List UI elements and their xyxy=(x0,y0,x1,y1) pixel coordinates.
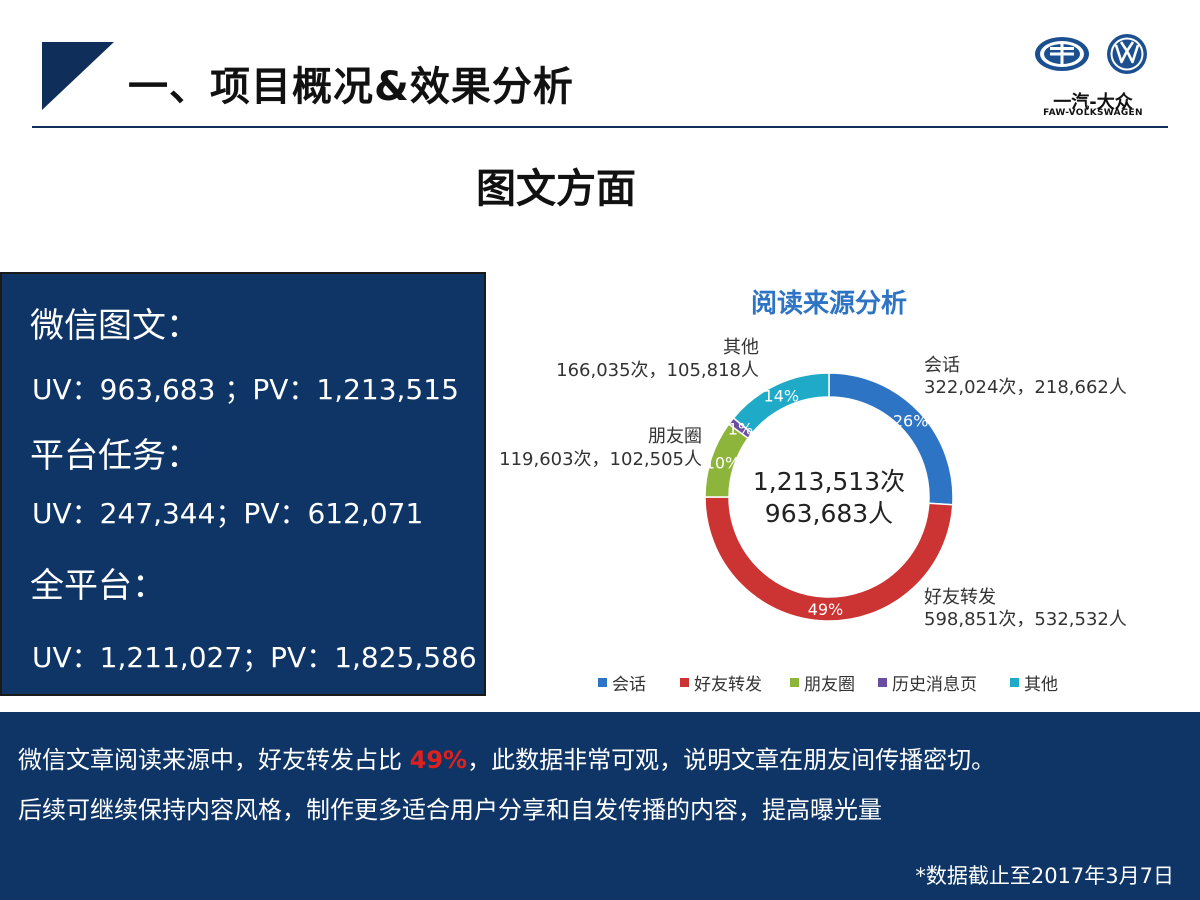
callout-moments-stats: 119,603次，102,505人 xyxy=(499,449,702,470)
slice-percent-label-2: 10% xyxy=(705,453,741,472)
summary-line-2: 后续可继续保持内容风格，制作更多适合用户分享和自发传播的内容，提高曝光量 xyxy=(18,796,882,824)
summary-line-1-before: 微信文章阅读来源中，好友转发占比 xyxy=(18,746,410,774)
logo-brand-cn: 一汽-大众 xyxy=(1053,92,1133,113)
stats-panel: 微信图文： UV：963,683 ；PV：1,213,515 平台任务： UV：… xyxy=(0,272,486,696)
header-triangle-decoration xyxy=(42,42,114,110)
wechat-heading: 微信图文： xyxy=(30,306,200,346)
callout-moments-name: 朋友圈 xyxy=(648,426,702,447)
all-platform-heading: 全平台： xyxy=(30,566,166,606)
donut-slice-4 xyxy=(732,372,830,435)
summary-highlight-percent: 49% xyxy=(409,746,468,774)
legend-swatch-1 xyxy=(680,678,689,687)
callout-friend-forward-name: 好友转发 xyxy=(924,587,996,608)
center-total-reads: 1,213,513次 xyxy=(753,467,905,496)
faw-volkswagen-logo xyxy=(1035,34,1147,74)
slice-percent-label-3: 1% xyxy=(728,419,753,438)
logo-brand-en: FAW-VOLKSWAGEN xyxy=(1043,108,1143,118)
chart-legend: 会话 好友转发 朋友圈 历史消息页 其他 xyxy=(598,675,1058,695)
legend-swatch-3 xyxy=(878,678,887,687)
callout-other-stats: 166,035次，105,818人 xyxy=(556,360,759,381)
summary-line-1-after: ，此数据非常可观，说明文章在朋友间传播密切。 xyxy=(467,746,996,774)
section-title: 图文方面 xyxy=(476,166,636,212)
callout-other-name: 其他 xyxy=(723,337,759,358)
legend-label-4: 其他 xyxy=(1024,675,1058,695)
summary-panel: 微信文章阅读来源中，好友转发占比 49%，此数据非常可观，说明文章在朋友间传播密… xyxy=(0,712,1200,900)
legend-label-0: 会话 xyxy=(612,675,646,695)
all-platform-value: UV：1,211,027；PV：1,825,586 xyxy=(32,641,477,674)
donut-slices xyxy=(704,372,954,622)
legend-swatch-2 xyxy=(790,678,799,687)
callout-friend-forward-stats: 598,851次，532,532人 xyxy=(924,609,1127,630)
reading-source-donut-chart: 阅读来源分析 26% 49% 10% 1% 14% 1,213,513次 963,683… xyxy=(499,289,1127,695)
chart-title: 阅读来源分析 xyxy=(751,289,907,319)
slice-percent-label-0: 26% xyxy=(893,411,929,430)
summary-line-1: 微信文章阅读来源中，好友转发占比 49%，此数据非常可观，说明文章在朋友间传播密… xyxy=(18,740,995,775)
legend-label-3: 历史消息页 xyxy=(892,675,977,695)
callout-huihua-stats: 322,024次，218,662人 xyxy=(924,377,1127,398)
legend-label-2: 朋友圈 xyxy=(804,675,855,695)
wechat-value: UV：963,683 ；PV：1,213,515 xyxy=(32,373,459,406)
donut-slice-1 xyxy=(704,496,954,622)
slice-percent-label-4: 14% xyxy=(764,387,800,406)
slice-percent-label-1: 49% xyxy=(808,600,844,619)
header-divider xyxy=(32,126,1168,128)
callout-huihua-name: 会话 xyxy=(924,355,960,376)
platform-task-value: UV：247,344；PV：612,071 xyxy=(32,497,424,530)
legend-swatch-0 xyxy=(598,678,607,687)
legend-label-1: 好友转发 xyxy=(694,675,762,695)
center-total-users: 963,683人 xyxy=(765,499,893,528)
platform-task-heading: 平台任务： xyxy=(30,436,200,476)
data-cutoff-footnote: *数据截止至2017年3月7日 xyxy=(915,864,1174,888)
slice-percent-labels: 26% 49% 10% 1% 14% xyxy=(705,387,929,619)
legend-swatch-4 xyxy=(1010,678,1019,687)
page-title: 一、项目概况&效果分析 xyxy=(128,64,574,110)
